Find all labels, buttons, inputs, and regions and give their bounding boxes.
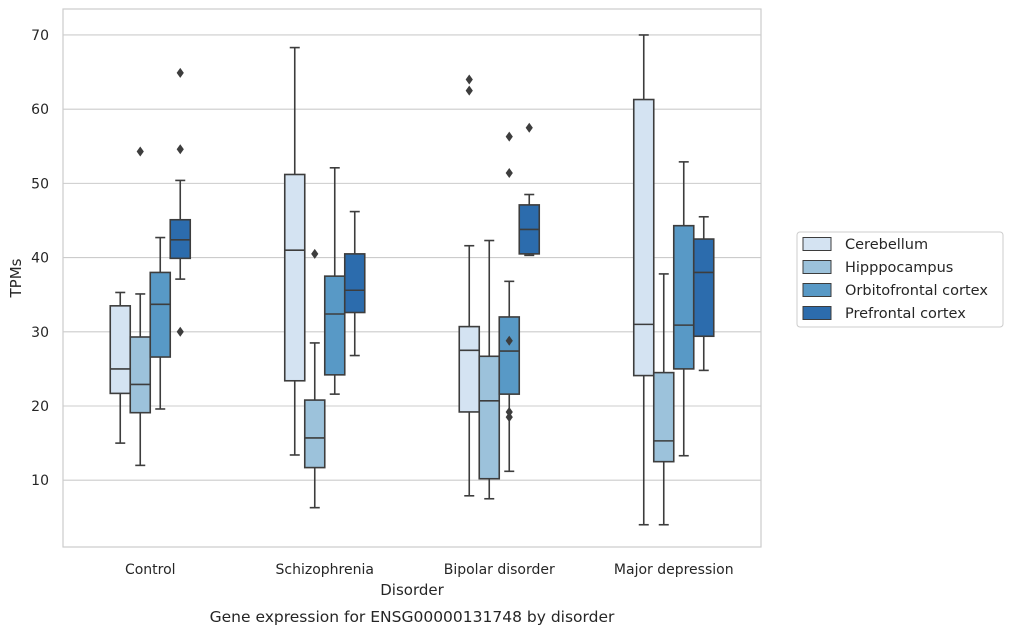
y-tick-label: 60 — [31, 102, 49, 118]
box — [632, 98, 655, 377]
box-3-1 — [652, 273, 675, 526]
outlier-point — [505, 131, 513, 142]
y-tick-label: 10 — [31, 473, 49, 489]
x-tick-label: Bipolar disorder — [444, 562, 555, 578]
outlier-point — [525, 122, 533, 133]
outlier-point — [505, 412, 513, 423]
chart-caption: Gene expression for ENSG00000131748 by d… — [210, 608, 615, 626]
legend-swatch — [802, 260, 832, 274]
box — [323, 275, 346, 376]
outlier-point — [505, 335, 513, 346]
box-groups — [109, 34, 715, 526]
box-0-3 — [169, 67, 192, 337]
outlier-point — [176, 144, 184, 155]
outlier-point — [505, 167, 513, 178]
outlier-point — [465, 74, 473, 85]
box — [109, 305, 132, 395]
x-tick-label: Control — [125, 562, 176, 578]
box — [478, 355, 501, 480]
box-2-2 — [498, 131, 521, 473]
x-axis-label: Disorder — [380, 581, 444, 599]
box-1-0 — [283, 46, 306, 456]
y-tick-label: 50 — [31, 176, 49, 192]
box-1-1 — [303, 248, 326, 509]
y-tick-labels: 10 20 30 40 50 60 70 — [31, 28, 49, 489]
y-axis-label: TPMs — [7, 258, 25, 298]
legend-label: Cerebellum — [845, 237, 928, 253]
box-2-1 — [478, 239, 501, 500]
box-1-3 — [343, 210, 366, 357]
outlier-point — [311, 248, 319, 259]
box-2-0 — [458, 74, 481, 497]
box-0-2 — [149, 236, 172, 410]
box — [283, 173, 306, 382]
outlier-point — [465, 85, 473, 96]
legend-label: Orbitofrontal cortex — [845, 283, 988, 299]
outlier-point — [136, 146, 144, 157]
outlier-point — [505, 406, 513, 417]
y-tick-label: 70 — [31, 28, 49, 44]
box-3-3 — [692, 215, 715, 372]
box-1-2 — [323, 167, 346, 395]
box — [303, 399, 326, 469]
box-2-3 — [518, 122, 541, 257]
legend-swatch — [802, 306, 832, 320]
x-tick-label: Schizophrenia — [276, 562, 374, 578]
y-tick-label: 40 — [31, 251, 49, 267]
legend-label: Hipppocampus — [845, 260, 953, 276]
x-tick-labels: Control Schizophrenia Bipolar disorder Majo… — [125, 562, 734, 578]
y-tick-label: 20 — [31, 399, 49, 415]
legend: Cerebellum Hipppocampus Orbitofrontal cort… — [796, 231, 1004, 328]
box — [652, 371, 675, 463]
legend-frame — [796, 231, 1004, 328]
box — [458, 325, 481, 413]
box — [149, 271, 172, 358]
box — [498, 316, 521, 395]
legend-swatch — [802, 237, 832, 251]
box-0-0 — [109, 291, 132, 444]
box — [343, 253, 366, 314]
box — [129, 336, 152, 414]
plot-frame — [62, 8, 762, 548]
legend-label: Prefrontal cortex — [845, 306, 966, 322]
outlier-point — [176, 67, 184, 78]
legend-swatch — [802, 283, 832, 297]
outlier-point — [176, 326, 184, 337]
box — [692, 238, 715, 338]
x-tick-label: Major depression — [614, 562, 734, 578]
y-tick-label: 30 — [31, 325, 49, 341]
box — [672, 224, 695, 370]
box-3-0 — [632, 34, 655, 526]
box-0-1 — [129, 146, 152, 467]
